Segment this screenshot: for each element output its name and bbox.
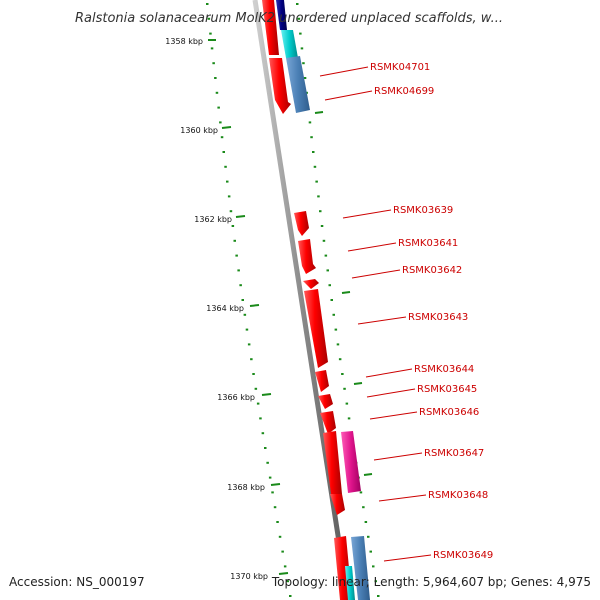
gene-block-rsmk03642[interactable] [303,279,319,289]
feature-track-ticks [314,111,373,476]
gene-block-rsmk04699[interactable] [286,56,310,113]
gene-block-rsmk03647-b[interactable] [341,431,361,493]
scale-tick-1370 [278,572,289,575]
scale-labels: 1358 kbp 1360 kbp 1362 kbp 1364 kbp 1366… [165,37,268,581]
gene-label-rsmk03641[interactable]: RSMK03641 [398,238,458,249]
scale-label-1370: 1370 kbp [230,572,268,581]
gene-block-bottom-cyan[interactable] [345,566,355,600]
gene-block-rsmk03641[interactable] [298,239,316,274]
gene-label-rsmk03648[interactable]: RSMK03648 [428,490,488,501]
gene-block-rsmk03644[interactable] [315,370,329,392]
gene-block-top-navy[interactable] [276,0,287,30]
gene-leader-lines [319,66,432,562]
gene-block-rsmk03647[interactable] [323,431,342,494]
gene-blocks [262,0,370,600]
scale-track-dots [206,3,292,597]
gene-block-rsmk03639[interactable] [294,211,309,236]
gene-label-rsmk04701[interactable]: RSMK04701 [370,62,430,73]
gene-label-rsmk03642[interactable]: RSMK03642 [402,265,462,276]
gene-label-rsmk03643[interactable]: RSMK03643 [408,312,468,323]
gene-block-top-cyan[interactable] [281,30,298,58]
scale-label-1360: 1360 kbp [180,126,218,135]
scale-tick-1362 [235,215,246,218]
scale-tick-1366 [261,393,272,396]
gene-block-top-red[interactable] [262,0,279,55]
gene-block-rsmk03643[interactable] [304,289,328,368]
gene-block-rsmk03645[interactable] [318,394,333,409]
gene-label-rsmk03646[interactable]: RSMK03646 [419,407,479,418]
scale-label-1362: 1362 kbp [194,215,232,224]
scale-tick-1364 [249,304,260,307]
scale-label-1364: 1364 kbp [206,304,244,313]
scale-tick-1368 [270,483,281,486]
scale-label-1368: 1368 kbp [227,483,265,492]
gene-label-rsmk03649[interactable]: RSMK03649 [433,550,493,561]
gene-block-rsmk03648[interactable] [330,494,345,515]
gene-label-rsmk03647[interactable]: RSMK03647 [424,448,484,459]
gene-label-rsmk03644[interactable]: RSMK03644 [414,364,474,375]
gene-label-rsmk03639[interactable]: RSMK03639 [393,205,453,216]
gene-labels: RSMK04701 RSMK04699 RSMK03639 RSMK03641 … [370,62,493,561]
summary-text: Topology: linear; Length: 5,964,607 bp; … [271,575,591,589]
scale-ticks [208,39,289,575]
gene-label-rsmk03645[interactable]: RSMK03645 [417,384,477,395]
gene-block-rsmk03646[interactable] [320,411,336,434]
gene-block-rsmk03649-b[interactable] [351,536,370,600]
accession-text: Accession: NS_000197 [9,575,145,589]
scale-tick-1360 [221,126,232,129]
gene-block-rsmk04701[interactable] [269,58,291,114]
scale-label-1366: 1366 kbp [217,393,255,402]
map-title: Ralstonia solanacearum MolK2 unordered u… [75,11,503,26]
gene-label-rsmk04699[interactable]: RSMK04699 [374,86,434,97]
scale-label-1358: 1358 kbp [165,37,203,46]
